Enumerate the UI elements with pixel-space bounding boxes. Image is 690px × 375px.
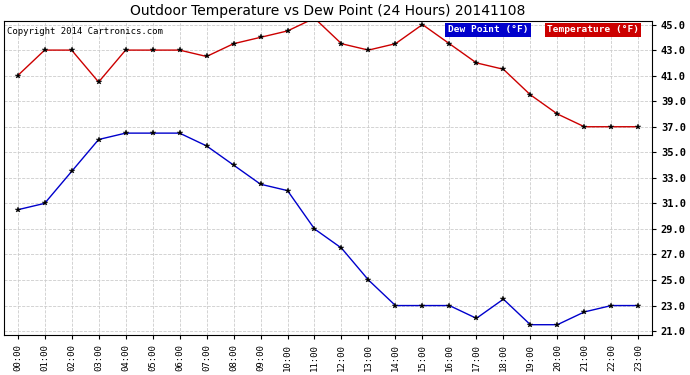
Text: Temperature (°F): Temperature (°F) — [547, 26, 639, 34]
Text: Dew Point (°F): Dew Point (°F) — [448, 26, 529, 34]
Text: Copyright 2014 Cartronics.com: Copyright 2014 Cartronics.com — [8, 27, 164, 36]
Title: Outdoor Temperature vs Dew Point (24 Hours) 20141108: Outdoor Temperature vs Dew Point (24 Hou… — [130, 4, 526, 18]
